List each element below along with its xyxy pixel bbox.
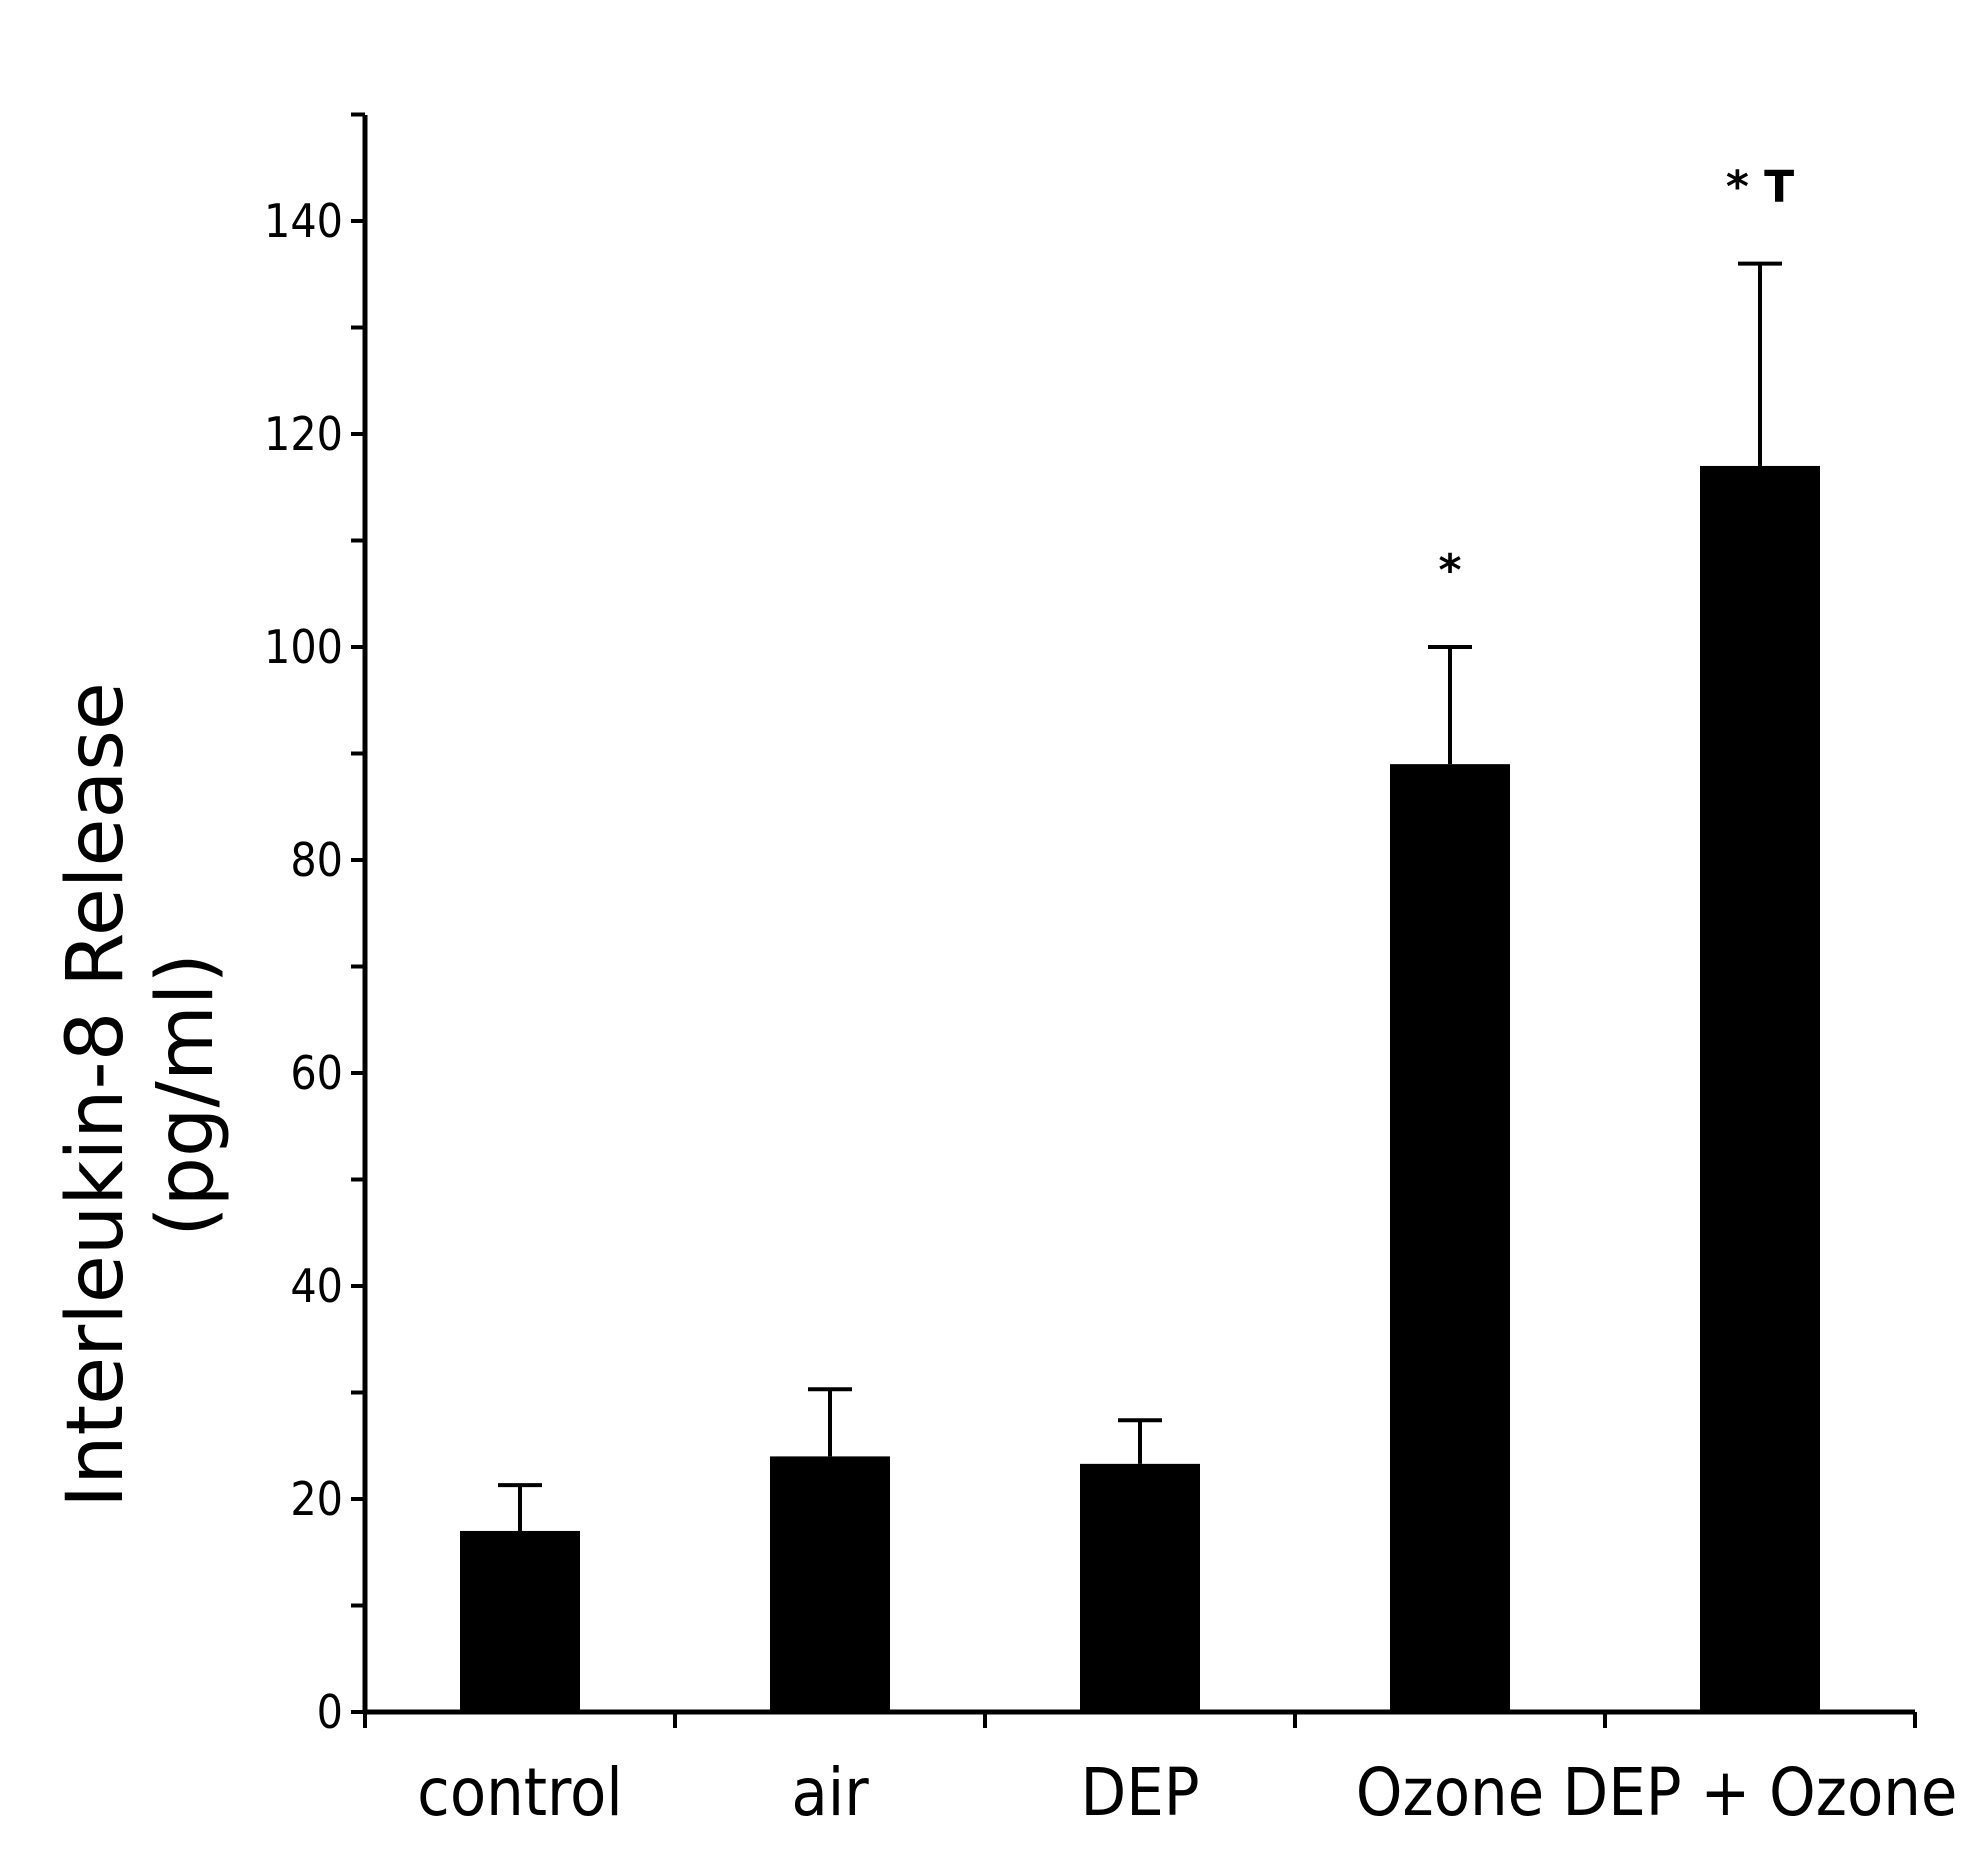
y-tick-label: 140 xyxy=(264,194,343,248)
y-tick-label: 100 xyxy=(264,620,343,674)
y-tick-label: 60 xyxy=(290,1046,343,1100)
significance-annotations: * * T xyxy=(1438,162,1794,596)
y-tick-label: 20 xyxy=(290,1472,343,1526)
category-label: Ozone xyxy=(1356,1754,1544,1831)
significance-annotation: * xyxy=(1438,545,1461,596)
bar xyxy=(1080,1463,1200,1712)
y-tick-label: 40 xyxy=(290,1259,343,1313)
bars xyxy=(460,465,1820,1713)
y-axis-title: Interleukin-8 Release (pg/ml) xyxy=(51,682,231,1508)
category-label: DEP xyxy=(1080,1754,1199,1831)
bar xyxy=(460,1530,580,1712)
x-axis-ticks xyxy=(363,1712,1917,1728)
category-label: DEP + Ozone xyxy=(1563,1754,1958,1831)
category-label: air xyxy=(791,1754,869,1831)
y-tick-label: 0 xyxy=(317,1685,343,1739)
y-axis-ticks: 0 20 40 60 80 100 120 140 xyxy=(264,112,365,1739)
bar xyxy=(1390,764,1510,1712)
y-tick-label: 120 xyxy=(264,407,343,461)
error-bars xyxy=(498,261,1782,1531)
category-labels: control air DEP Ozone DEP + Ozone xyxy=(417,1754,1957,1831)
category-label: control xyxy=(417,1754,623,1831)
y-axis-title-line2: (pg/ml) xyxy=(141,953,231,1237)
significance-annotation: * T xyxy=(1726,162,1794,213)
bar xyxy=(770,1456,890,1712)
bar xyxy=(1700,465,1820,1713)
y-tick-label: 80 xyxy=(290,833,343,887)
y-axis-title-line1: Interleukin-8 Release xyxy=(51,682,141,1508)
